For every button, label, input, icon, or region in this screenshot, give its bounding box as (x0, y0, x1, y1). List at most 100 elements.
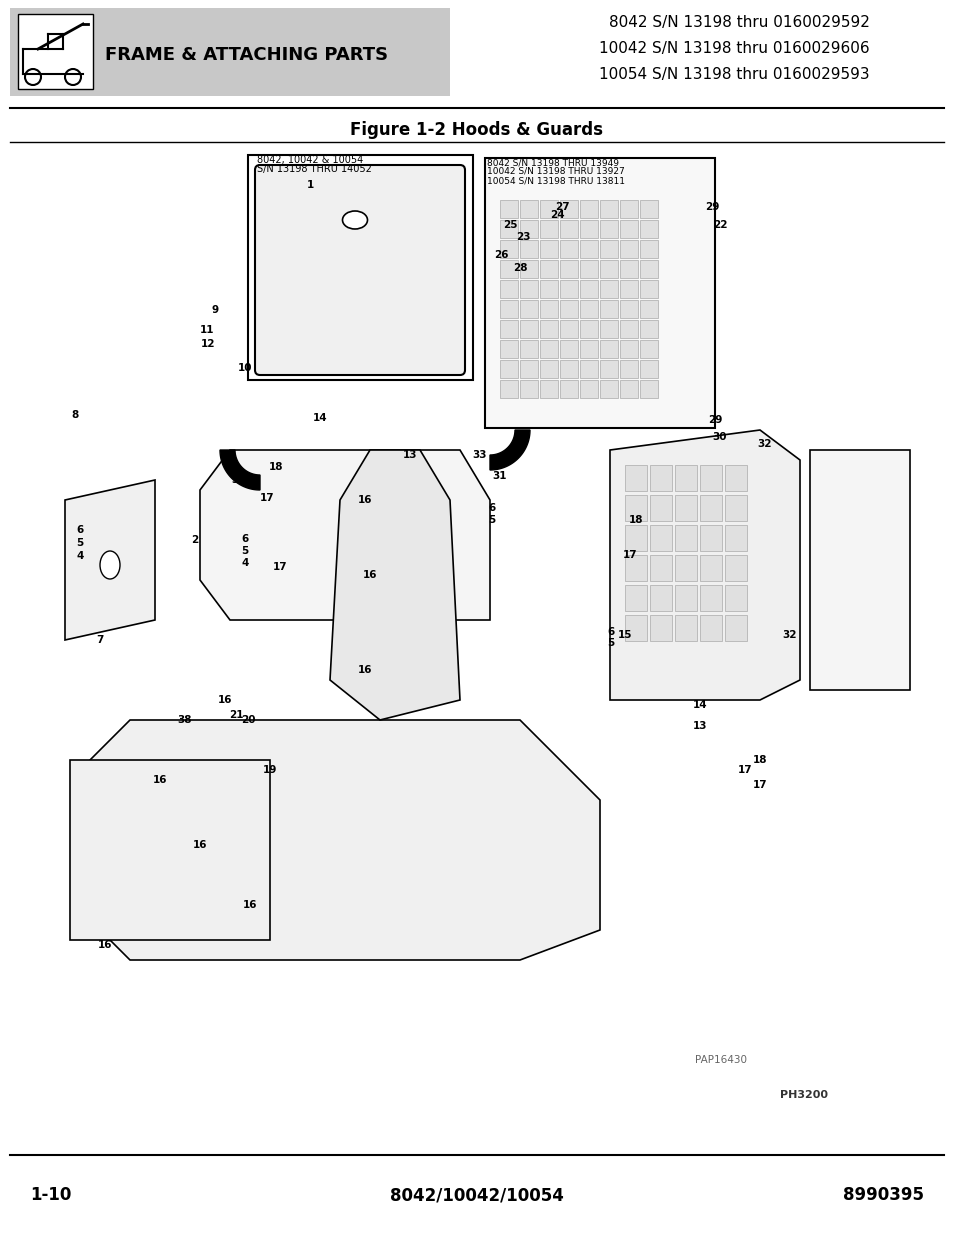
Text: 2: 2 (192, 535, 198, 545)
Bar (724, 585, 746, 611)
Bar (599, 320, 618, 338)
Text: 17: 17 (259, 493, 274, 503)
Bar (559, 340, 578, 358)
Bar (559, 300, 578, 317)
Text: 8: 8 (71, 410, 78, 420)
Bar (579, 380, 598, 398)
Text: 4: 4 (76, 551, 84, 561)
Bar (599, 280, 618, 298)
Bar (619, 240, 638, 258)
Bar (675, 495, 697, 521)
Text: 19: 19 (262, 764, 277, 776)
Text: 17: 17 (273, 562, 287, 572)
Polygon shape (609, 430, 800, 700)
Text: 18: 18 (269, 462, 283, 472)
Text: 13: 13 (402, 450, 416, 459)
Bar (649, 525, 671, 551)
Bar (724, 466, 746, 492)
Bar (700, 525, 721, 551)
Bar (499, 300, 517, 317)
Bar (519, 261, 537, 278)
Bar (624, 585, 646, 611)
Bar (559, 280, 578, 298)
Bar (639, 261, 658, 278)
Bar (539, 320, 558, 338)
Text: 18: 18 (628, 515, 642, 525)
Bar (499, 280, 517, 298)
FancyBboxPatch shape (10, 7, 450, 96)
Bar (700, 555, 721, 580)
Bar (675, 555, 697, 580)
Bar (649, 585, 671, 611)
Bar (639, 240, 658, 258)
Bar (700, 585, 721, 611)
Text: 10042 S/N 13198 THRU 13927: 10042 S/N 13198 THRU 13927 (486, 167, 624, 177)
Bar (599, 300, 618, 317)
Bar (724, 555, 746, 580)
Text: 30: 30 (712, 432, 726, 442)
Bar (619, 200, 638, 219)
Text: 17: 17 (622, 550, 637, 559)
Bar (599, 380, 618, 398)
Polygon shape (200, 450, 490, 620)
Bar (649, 615, 671, 641)
Bar (624, 555, 646, 580)
Bar (559, 261, 578, 278)
Text: 12: 12 (200, 338, 215, 350)
FancyBboxPatch shape (809, 450, 909, 690)
Bar (700, 466, 721, 492)
Text: 6: 6 (241, 534, 249, 543)
Bar (519, 320, 537, 338)
Bar (675, 525, 697, 551)
Bar (639, 300, 658, 317)
Ellipse shape (100, 551, 120, 579)
Bar (700, 615, 721, 641)
Polygon shape (90, 720, 599, 960)
Text: 6: 6 (76, 525, 84, 535)
Text: Figure 1-2 Hoods & Guards: Figure 1-2 Hoods & Guards (350, 121, 603, 140)
Text: 6: 6 (488, 503, 496, 513)
Text: 26: 26 (494, 249, 508, 261)
Bar (624, 466, 646, 492)
Bar (579, 300, 598, 317)
Text: 9: 9 (212, 305, 218, 315)
Bar (649, 495, 671, 521)
Bar (539, 300, 558, 317)
Text: FRAME & ATTACHING PARTS: FRAME & ATTACHING PARTS (105, 46, 388, 64)
Bar (619, 280, 638, 298)
Bar (599, 200, 618, 219)
Text: 8990395: 8990395 (842, 1186, 923, 1204)
Bar (619, 359, 638, 378)
Bar (579, 220, 598, 238)
Text: 7: 7 (96, 635, 104, 645)
Text: 18: 18 (752, 755, 766, 764)
Bar (675, 466, 697, 492)
Text: 8042 S/N 13198 THRU 13949: 8042 S/N 13198 THRU 13949 (486, 158, 618, 167)
Bar (499, 359, 517, 378)
Bar (639, 340, 658, 358)
Bar (519, 359, 537, 378)
Text: 5: 5 (488, 515, 496, 525)
Text: 10054 S/N 13198 THRU 13811: 10054 S/N 13198 THRU 13811 (486, 177, 624, 185)
Text: 28: 28 (512, 263, 527, 273)
Bar (519, 380, 537, 398)
Text: 13: 13 (692, 721, 706, 731)
Bar (499, 200, 517, 219)
Text: 27: 27 (554, 203, 569, 212)
Text: 22: 22 (712, 220, 726, 230)
Text: 3: 3 (232, 475, 238, 485)
Bar (724, 615, 746, 641)
Text: 16: 16 (217, 695, 232, 705)
Polygon shape (65, 480, 154, 640)
Text: 10054 S/N 13198 thru 0160029593: 10054 S/N 13198 thru 0160029593 (598, 67, 869, 82)
Text: 5: 5 (76, 538, 84, 548)
Bar (639, 320, 658, 338)
Text: 16: 16 (193, 840, 207, 850)
Bar (519, 300, 537, 317)
Bar (639, 359, 658, 378)
Bar (639, 380, 658, 398)
Text: 10: 10 (237, 363, 252, 373)
Bar (539, 200, 558, 219)
Bar (579, 340, 598, 358)
Bar (18, 14, 92, 89)
